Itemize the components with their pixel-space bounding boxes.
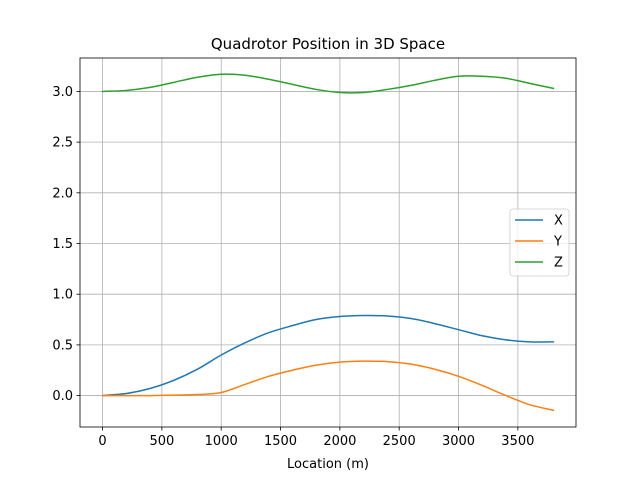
chart-title: Quadrotor Position in 3D Space [211,35,445,53]
y-tick-label: 2.0 [52,186,73,201]
series-layer [101,73,555,412]
y-tick-label: 2.5 [52,136,73,151]
axes-frame [79,57,577,428]
y-tick-label: 1.5 [52,237,73,252]
legend-label-x: X [554,214,563,229]
y-tick-label: 1.0 [52,288,73,303]
ticks: 0 500 1000 1500 2000 2500 3000 3500 0.0 0.5 1.0 1.5… [52,85,534,449]
x-tick-label: 2000 [323,434,356,449]
x-tick-label: 3000 [442,434,475,449]
series-line-y [101,360,555,412]
y-tick-label: 3.0 [52,85,73,100]
x-tick-label: 3500 [501,434,534,449]
x-tick-label: 1500 [264,434,297,449]
x-tick-label: 500 [149,434,174,449]
x-tick-label: 2500 [383,434,416,449]
series-line-x [101,314,555,397]
legend-box [509,208,570,277]
y-tick-label: 0.0 [52,389,73,404]
legend-label-y: Y [553,235,562,250]
x-tick-label: 0 [98,434,106,449]
y-tick-label: 0.5 [52,338,73,353]
legend: XYZ [509,208,570,277]
x-axis-label: Location (m) [287,457,369,472]
series-line-z [101,73,555,94]
legend-label-z: Z [554,256,563,271]
x-tick-label: 1000 [205,434,238,449]
